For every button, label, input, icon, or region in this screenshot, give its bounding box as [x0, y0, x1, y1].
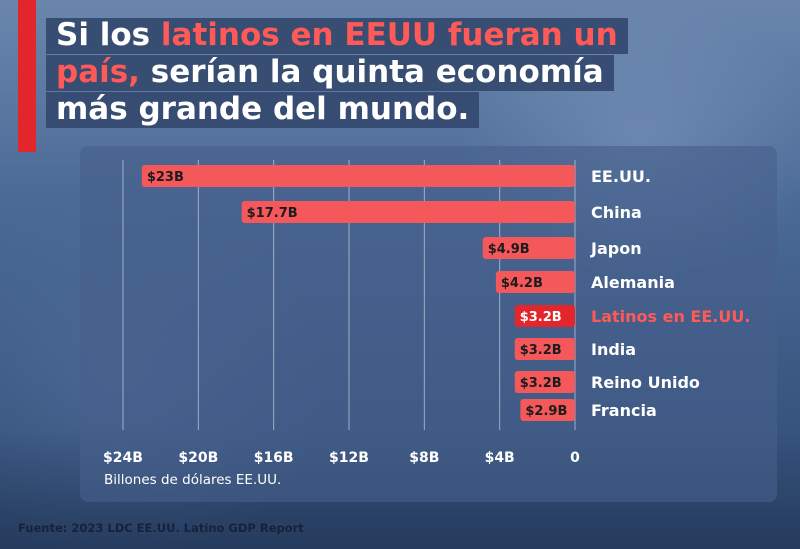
category-label: Reino Unido: [591, 373, 700, 392]
x-tick-label: $20B: [178, 450, 218, 466]
bar-2: [482, 237, 575, 259]
bar-3: [495, 271, 575, 293]
headline-text-1a: Si los: [56, 17, 161, 53]
bar-1: [241, 201, 575, 223]
bar-value-label: $2.9B: [525, 404, 567, 419]
bar-7: [520, 399, 575, 421]
bar-5: [514, 338, 575, 360]
x-tick-label: $8B: [409, 450, 439, 466]
bar-6: [514, 371, 575, 393]
category-label: Francia: [591, 401, 657, 420]
x-axis-label: Billones de dólares EE.UU.: [104, 472, 281, 488]
headline-highlight-2: país,: [56, 54, 140, 90]
headline-text-2b: serían la quinta economía: [139, 54, 604, 90]
category-label: Japon: [590, 239, 642, 258]
x-tick-label: $12B: [329, 450, 369, 466]
bar-value-label: $17.7B: [247, 206, 298, 221]
bar-0: [141, 165, 576, 187]
source-note: Fuente: 2023 LDC EE.UU. Latino GDP Repor…: [18, 521, 304, 535]
headline-line-1: Si los latinos en EEUU fueran un: [46, 18, 628, 54]
headline-text-3: más grande del mundo.: [56, 91, 470, 127]
bar-value-label: $23B: [147, 170, 184, 185]
category-label: EE.UU.: [591, 167, 651, 186]
bar-value-label: $3.2B: [520, 310, 562, 325]
x-tick-label: $16B: [254, 450, 294, 466]
bar-value-label: $4.9B: [488, 242, 530, 257]
headline-line-2: país, serían la quinta economía: [46, 55, 614, 91]
accent-bar: [18, 0, 36, 152]
x-tick-label: $24B: [103, 450, 143, 466]
chart-bars: $23B EE.UU. $17.7B China $4.9B Japon $4.2B Alem…: [141, 165, 750, 421]
chart-x-ticks: $24B $20B $16B $12B $8B $4B 0: [103, 450, 580, 466]
category-label: Alemania: [591, 273, 675, 292]
bar-value-label: $3.2B: [520, 343, 562, 358]
headline: Si los latinos en EEUU fueran un país, s…: [46, 18, 666, 129]
category-label: India: [591, 340, 636, 359]
bar-4: [514, 305, 575, 327]
category-label: China: [591, 203, 642, 222]
bar-value-label: $4.2B: [501, 276, 543, 291]
bar-value-label: $3.2B: [520, 376, 562, 391]
category-label: Latinos en EE.UU.: [591, 307, 750, 326]
x-tick-label: $4B: [485, 450, 515, 466]
x-tick-label: 0: [570, 450, 580, 466]
chart-grid: [122, 160, 576, 430]
headline-line-3: más grande del mundo.: [46, 91, 480, 128]
headline-highlight-1: latinos en EEUU fueran un: [160, 17, 618, 53]
